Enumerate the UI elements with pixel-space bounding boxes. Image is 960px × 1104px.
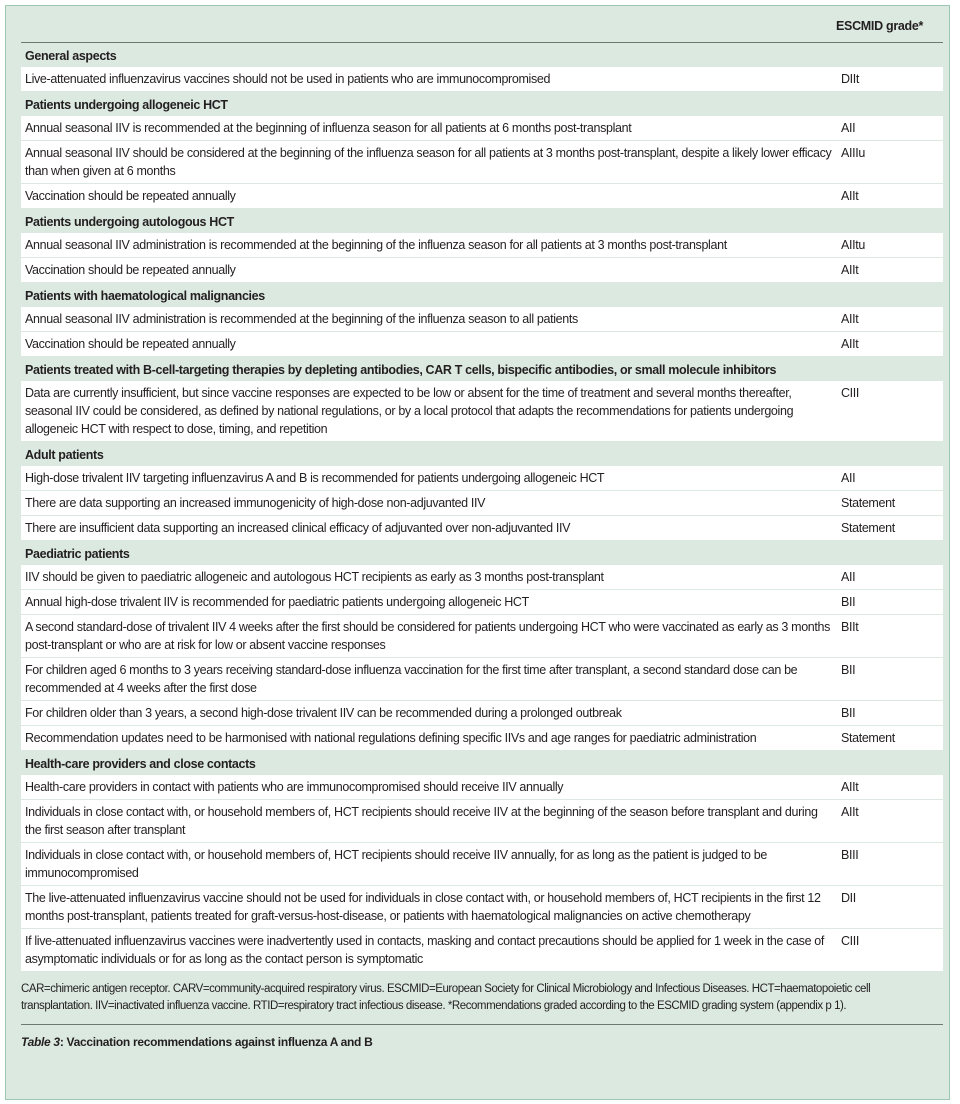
grade-cell: Statement	[841, 731, 895, 745]
table-row: Vaccination should be repeated annually A…	[21, 332, 943, 356]
recommendation-text: For children aged 6 months to 3 years re…	[25, 663, 798, 695]
grade-cell: AIItu	[841, 238, 865, 252]
grade-cell: AIIt	[841, 780, 859, 794]
recommendation-text: Recommendation updates need to be harmon…	[25, 731, 757, 745]
recommendation-text: IIV should be given to paediatric alloge…	[25, 570, 604, 584]
grade-cell: DIIt	[841, 72, 860, 86]
grade-cell: BII	[841, 706, 856, 720]
table-row: Annual seasonal IIV administration is re…	[21, 233, 943, 257]
table-row: Vaccination should be repeated annually A…	[21, 184, 943, 208]
grade-cell: AIIt	[841, 263, 859, 277]
grade-cell: AIIt	[841, 312, 859, 326]
table-row: Annual seasonal IIV administration is re…	[21, 307, 943, 331]
grade-cell: AII	[841, 570, 856, 584]
grade-cell: AIIIu	[841, 146, 865, 160]
table-row: For children older than 3 years, a secon…	[21, 701, 943, 725]
recommendation-text: Annual seasonal IIV administration is re…	[25, 238, 727, 252]
grade-cell: BIII	[841, 848, 859, 862]
table-row: Recommendation updates need to be harmon…	[21, 726, 943, 750]
table-row: Health-care providers in contact with pa…	[21, 775, 943, 799]
table-row: High-dose trivalent IIV targeting influe…	[21, 466, 943, 490]
grade-cell: CIII	[841, 934, 860, 948]
section-header: Adult patients	[25, 448, 104, 462]
grade-cell: BII	[841, 595, 856, 609]
section-header: Health-care providers and close contacts	[25, 757, 256, 771]
table-body: General aspects Live-attenuated influenza…	[21, 43, 943, 971]
recommendation-text: For children older than 3 years, a secon…	[25, 706, 622, 720]
recommendation-text: Data are currently insufficient, but sin…	[25, 386, 794, 436]
recommendation-text: High-dose trivalent IIV targeting influe…	[25, 471, 605, 485]
section-header: Patients undergoing allogeneic HCT	[25, 98, 228, 112]
section-header: General aspects	[25, 49, 117, 63]
table-row: Annual seasonal IIV is recommended at th…	[21, 116, 943, 140]
table-row: Individuals in close contact with, or ho…	[21, 800, 943, 842]
caption-label: Table 3	[21, 1035, 60, 1049]
table-row: Individuals in close contact with, or ho…	[21, 843, 943, 885]
table-row: Vaccination should be repeated annually A…	[21, 258, 943, 282]
recommendation-text: If live-attenuated influenzavirus vaccin…	[25, 934, 825, 966]
table-row: There are data supporting an increased i…	[21, 491, 943, 515]
table-row: Annual high-dose trivalent IIV is recomm…	[21, 590, 943, 614]
section-header: Patients with haematological malignancie…	[25, 289, 265, 303]
table-row: There are insufficient data supporting a…	[21, 516, 943, 540]
grade-cell: AIIt	[841, 189, 859, 203]
grade-cell: AIIt	[841, 805, 859, 819]
recommendation-text: Annual seasonal IIV is recommended at th…	[25, 121, 632, 135]
recommendation-text: Annual seasonal IIV administration is re…	[25, 312, 578, 326]
section-header: Patients undergoing autologous HCT	[25, 215, 234, 229]
recommendation-text: The live-attenuated influenzavirus vacci…	[25, 891, 821, 923]
recommendation-text: There are data supporting an increased i…	[25, 496, 486, 510]
caption-text: : Vaccination recommendations against in…	[59, 1035, 373, 1049]
recommendation-text: Live-attenuated influenzavirus vaccines …	[25, 72, 551, 86]
grade-cell: BII	[841, 663, 856, 677]
table-caption: Table 3: Vaccination recommendations aga…	[21, 1035, 934, 1049]
table-header: ESCMID grade*	[21, 6, 943, 43]
grade-cell: AIIt	[841, 337, 859, 351]
table-row: Annual seasonal IIV should be considered…	[21, 141, 943, 183]
section-header: Patients treated with B-cell-targeting t…	[25, 363, 777, 377]
grade-cell: Statement	[841, 521, 895, 535]
table-footnote: CAR=chimeric antigen receptor. CARV=comm…	[21, 981, 943, 1025]
recommendation-text: Annual high-dose trivalent IIV is recomm…	[25, 595, 529, 609]
section-header: Paediatric patients	[25, 547, 130, 561]
grade-cell: DII	[841, 891, 856, 905]
table-row: For children aged 6 months to 3 years re…	[21, 658, 943, 700]
recommendation-text: Vaccination should be repeated annually	[25, 263, 236, 277]
recommendation-text: Vaccination should be repeated annually	[25, 337, 236, 351]
table-row: The live-attenuated influenzavirus vacci…	[21, 886, 943, 928]
recommendation-text: Individuals in close contact with, or ho…	[25, 848, 767, 880]
grade-cell: BIIt	[841, 620, 859, 634]
grade-column-header: ESCMID grade*	[836, 19, 924, 33]
recommendation-text: A second standard-dose of trivalent IIV …	[25, 620, 831, 652]
table-row: Data are currently insufficient, but sin…	[21, 381, 943, 441]
recommendation-text: Health-care providers in contact with pa…	[25, 780, 564, 794]
recommendation-text: Annual seasonal IIV should be considered…	[25, 146, 832, 178]
recommendation-text: Vaccination should be repeated annually	[25, 189, 236, 203]
table-row: IIV should be given to paediatric alloge…	[21, 565, 943, 589]
grade-cell: CIII	[841, 386, 860, 400]
recommendation-text: There are insufficient data supporting a…	[25, 521, 571, 535]
grade-cell: Statement	[841, 496, 895, 510]
table-panel: ESCMID grade* General aspects Live-attenu…	[5, 5, 950, 1100]
recommendation-text: Individuals in close contact with, or ho…	[25, 805, 818, 837]
table-row: A second standard-dose of trivalent IIV …	[21, 615, 943, 657]
table-row: Live-attenuated influenzavirus vaccines …	[21, 67, 943, 91]
grade-cell: AII	[841, 471, 856, 485]
table-row: If live-attenuated influenzavirus vaccin…	[21, 929, 943, 971]
grade-cell: AII	[841, 121, 856, 135]
